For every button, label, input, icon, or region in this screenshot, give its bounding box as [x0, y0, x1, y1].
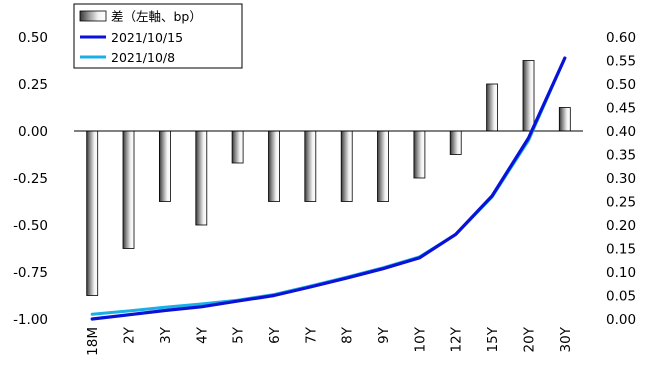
- legend-bar-swatch: [79, 10, 107, 22]
- x-axis-ticks: 18M 2Y 3Y 4Y 5Y 6Y 7Y 8Y 9Y 10Y 12Y 15Y 20Y 30Y: [85, 326, 574, 356]
- x-tick-label-10Y: 10Y: [412, 326, 428, 352]
- bar-4Y: [195, 130, 208, 226]
- bar-18M: [86, 130, 99, 296]
- right-tick-label: 0.40: [606, 124, 636, 140]
- x-tick-label-8Y: 8Y: [340, 326, 356, 344]
- x-tick-label-2Y: 2Y: [122, 326, 138, 344]
- right-tick-label: 0.45: [606, 101, 636, 117]
- bar-8Y: [340, 130, 353, 202]
- bar-20Y: [522, 60, 535, 132]
- left-tick-label: 0.25: [18, 77, 48, 93]
- left-tick-label: -0.50: [13, 218, 48, 234]
- bar-2Y: [122, 130, 135, 249]
- left-tick-label: -0.25: [13, 171, 48, 187]
- series-line-2021/10/15: [90, 56, 567, 321]
- right-tick-label: 0.25: [606, 195, 636, 211]
- x-tick-label-6Y: 6Y: [267, 326, 283, 344]
- right-tick-label: 0.05: [606, 289, 636, 305]
- bar-3Y: [158, 130, 171, 202]
- bar-30Y: [558, 107, 571, 132]
- right-tick-label: 0.60: [606, 30, 636, 46]
- right-tick-label: 0.55: [606, 54, 636, 70]
- left-axis-ticks: 0.50 0.25 0.00 -0.25 -0.50 -0.75 -1.00: [13, 30, 48, 328]
- right-tick-label: 0.30: [606, 171, 636, 187]
- x-tick-label-15Y: 15Y: [485, 326, 501, 352]
- right-tick-label: 0.50: [606, 77, 636, 93]
- right-tick-label: 0.15: [606, 242, 636, 258]
- left-tick-label: -1.00: [13, 312, 48, 328]
- x-tick-label-4Y: 4Y: [194, 326, 210, 344]
- bar-5Y: [231, 130, 244, 164]
- legend-line1-label: 2021/10/15: [111, 30, 183, 45]
- right-axis-ticks: 0.60 0.55 0.50 0.45 0.40 0.35 0.30 0.25 0.20 0.15…: [606, 30, 636, 328]
- legend-line2-label: 2021/10/8: [111, 50, 175, 65]
- x-tick-label-9Y: 9Y: [376, 326, 392, 344]
- left-tick-label: -0.75: [13, 265, 48, 281]
- right-tick-label: 0.20: [606, 218, 636, 234]
- left-tick-label: 0.50: [18, 30, 48, 46]
- right-tick-label: 0.35: [606, 148, 636, 164]
- bar-15Y: [486, 83, 499, 132]
- x-tick-label-3Y: 3Y: [158, 326, 174, 344]
- right-tick-label: 0.10: [606, 265, 636, 281]
- bar-12Y: [449, 130, 462, 155]
- bars-group: [86, 60, 571, 296]
- left-tick-label: 0.00: [18, 124, 48, 140]
- x-tick-label-7Y: 7Y: [303, 326, 319, 344]
- x-tick-label-5Y: 5Y: [231, 326, 247, 344]
- legend: 差（左軸、bp） 2021/10/15 2021/10/8: [73, 3, 243, 69]
- legend-bar-label: 差（左軸、bp）: [111, 9, 202, 24]
- x-tick-label-30Y: 30Y: [558, 326, 574, 352]
- bar-6Y: [268, 130, 280, 202]
- bar-9Y: [377, 130, 389, 202]
- lines-group: [90, 56, 567, 321]
- x-tick-label-18M: 18M: [85, 327, 101, 356]
- bar-7Y: [304, 130, 317, 202]
- right-tick-label: 0.00: [606, 312, 636, 328]
- x-tick-label-12Y: 12Y: [449, 326, 465, 352]
- bar-10Y: [413, 130, 426, 179]
- x-tick-label-20Y: 20Y: [522, 326, 538, 352]
